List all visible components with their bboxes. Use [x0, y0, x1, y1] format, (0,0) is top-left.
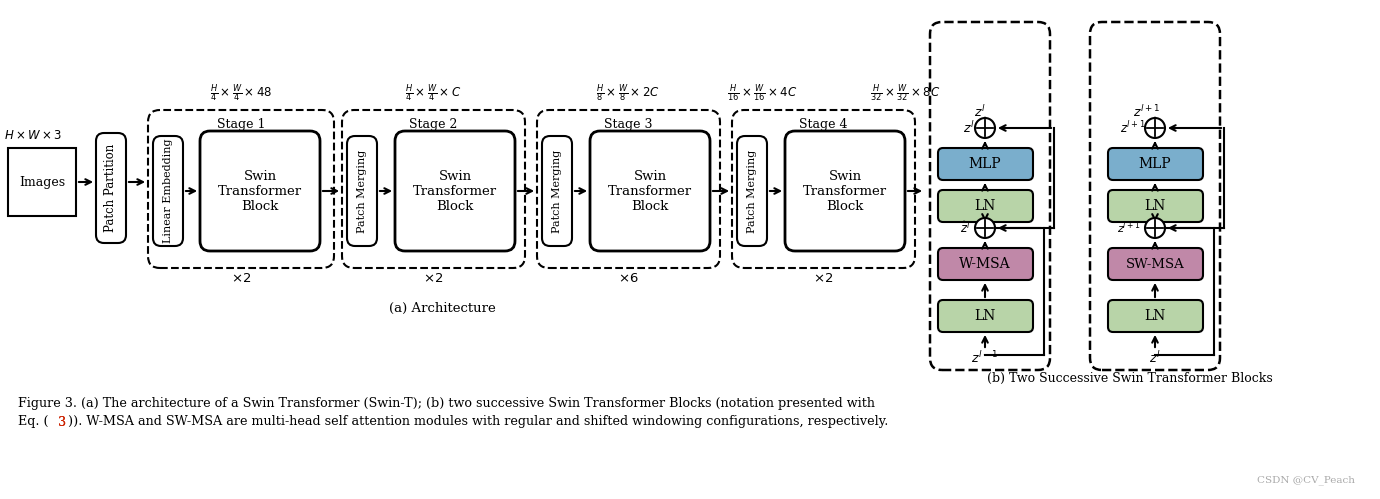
Text: LN: LN — [1144, 309, 1166, 323]
FancyBboxPatch shape — [1108, 190, 1203, 222]
FancyBboxPatch shape — [542, 136, 571, 246]
Text: $\frac{H}{32}\times\frac{W}{32}\times 8C$: $\frac{H}{32}\times\frac{W}{32}\times 8C… — [869, 82, 940, 104]
Text: LN: LN — [974, 309, 996, 323]
Text: $\frac{H}{8}\times\frac{W}{8}\times 2C$: $\frac{H}{8}\times\frac{W}{8}\times 2C$ — [596, 82, 660, 104]
FancyBboxPatch shape — [938, 148, 1034, 180]
Text: $\hat{z}^{l+1}$: $\hat{z}^{l+1}$ — [1116, 220, 1141, 236]
Text: Block: Block — [436, 200, 473, 213]
Text: $z^{l}$: $z^{l}$ — [1150, 350, 1161, 366]
FancyBboxPatch shape — [97, 133, 126, 243]
Text: $\frac{H}{4}\times\frac{W}{4}\times 48$: $\frac{H}{4}\times\frac{W}{4}\times 48$ — [210, 82, 272, 104]
Bar — [8, 148, 76, 216]
FancyBboxPatch shape — [346, 136, 377, 246]
Text: LN: LN — [974, 199, 996, 213]
Text: Linear Embedding: Linear Embedding — [163, 139, 172, 243]
Text: LN: LN — [1144, 199, 1166, 213]
Text: CSDN @CV_Peach: CSDN @CV_Peach — [1257, 475, 1355, 485]
Text: MLP: MLP — [1138, 157, 1172, 171]
Text: $z^l$: $z^l$ — [974, 104, 985, 120]
Circle shape — [976, 218, 995, 238]
Text: $\times 2$: $\times 2$ — [422, 271, 443, 284]
FancyBboxPatch shape — [153, 136, 184, 246]
FancyBboxPatch shape — [938, 190, 1034, 222]
Text: W-MSA: W-MSA — [959, 257, 1010, 271]
Text: Stage 2: Stage 2 — [408, 117, 457, 131]
Text: Images: Images — [19, 176, 65, 189]
FancyBboxPatch shape — [591, 131, 709, 251]
Text: Transformer: Transformer — [218, 185, 302, 198]
FancyBboxPatch shape — [1108, 248, 1203, 280]
Text: $\times 2$: $\times 2$ — [813, 271, 834, 284]
Text: Block: Block — [631, 200, 669, 213]
Text: )). W-MSA and SW-MSA are multi-head self attention modules with regular and shif: )). W-MSA and SW-MSA are multi-head self… — [68, 416, 889, 429]
Text: Block: Block — [241, 200, 279, 213]
Text: $z^{l-1}$: $z^{l-1}$ — [972, 350, 999, 366]
Text: Transformer: Transformer — [413, 185, 497, 198]
Text: 3: 3 — [58, 416, 66, 429]
Text: Stage 1: Stage 1 — [217, 117, 265, 131]
FancyBboxPatch shape — [200, 131, 320, 251]
FancyBboxPatch shape — [938, 248, 1034, 280]
Text: MLP: MLP — [969, 157, 1002, 171]
FancyBboxPatch shape — [938, 300, 1034, 332]
Circle shape — [1145, 218, 1165, 238]
Text: Transformer: Transformer — [803, 185, 887, 198]
Text: $\times 6$: $\times 6$ — [618, 271, 639, 284]
Circle shape — [1145, 118, 1165, 138]
Text: Patch Merging: Patch Merging — [552, 149, 562, 233]
Text: $\times 2$: $\times 2$ — [230, 271, 251, 284]
Text: (b) Two Successive Swin Transformer Blocks: (b) Two Successive Swin Transformer Bloc… — [987, 371, 1272, 385]
Text: Stage 4: Stage 4 — [799, 117, 847, 131]
Text: Block: Block — [827, 200, 864, 213]
Text: SW-MSA: SW-MSA — [1126, 257, 1184, 270]
Text: Patch Partition: Patch Partition — [105, 144, 117, 232]
Text: Swin: Swin — [439, 170, 472, 183]
Circle shape — [976, 118, 995, 138]
Text: Swin: Swin — [633, 170, 667, 183]
Text: 3: 3 — [58, 416, 66, 429]
FancyBboxPatch shape — [395, 131, 515, 251]
Text: Swin: Swin — [828, 170, 861, 183]
FancyBboxPatch shape — [1108, 300, 1203, 332]
FancyBboxPatch shape — [737, 136, 767, 246]
Text: $z^l$: $z^l$ — [963, 120, 974, 136]
Text: $\frac{H}{4}\times\frac{W}{4}\times C$: $\frac{H}{4}\times\frac{W}{4}\times C$ — [404, 82, 461, 104]
Text: $z^{l+1}$: $z^{l+1}$ — [1133, 104, 1161, 120]
FancyBboxPatch shape — [785, 131, 905, 251]
Text: Eq. (: Eq. ( — [18, 416, 48, 429]
Text: Transformer: Transformer — [609, 185, 691, 198]
Text: (a) Architecture: (a) Architecture — [389, 301, 495, 314]
Text: Patch Merging: Patch Merging — [357, 149, 367, 233]
Text: $H\times W\times 3$: $H\times W\times 3$ — [4, 129, 62, 142]
Text: Stage 3: Stage 3 — [604, 117, 653, 131]
Text: $z^{l+1}$: $z^{l+1}$ — [1121, 120, 1145, 136]
Text: Figure 3. (a) The architecture of a Swin Transformer (Swin-T); (b) two successiv: Figure 3. (a) The architecture of a Swin… — [18, 397, 875, 410]
FancyBboxPatch shape — [1108, 148, 1203, 180]
Text: Patch Merging: Patch Merging — [747, 149, 758, 233]
Text: $\hat{z}^l$: $\hat{z}^l$ — [959, 220, 970, 236]
Text: $\frac{H}{16}\times\frac{W}{16}\times 4C$: $\frac{H}{16}\times\frac{W}{16}\times 4C… — [727, 82, 798, 104]
Text: Swin: Swin — [243, 170, 276, 183]
